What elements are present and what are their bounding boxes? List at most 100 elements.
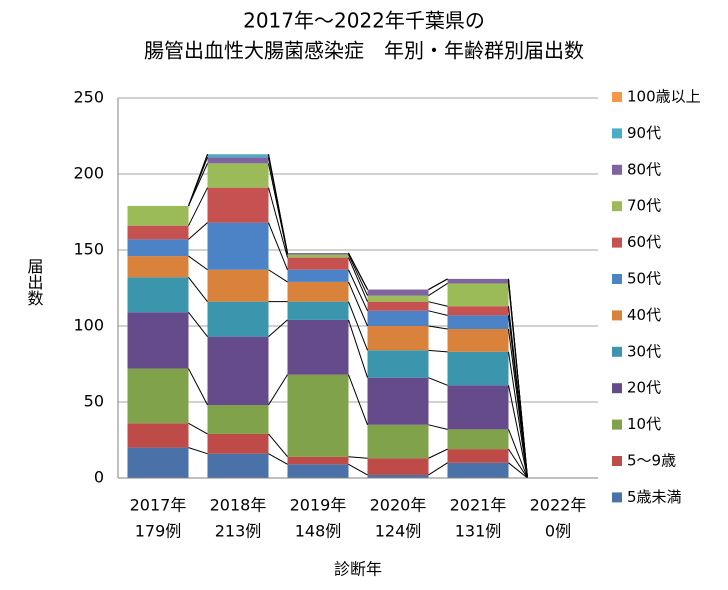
bar-segment [447, 278, 509, 284]
y-tick-label: 250 [73, 88, 104, 107]
bar-segment [447, 462, 509, 478]
legend-swatch [612, 274, 622, 284]
bar-segment [207, 187, 269, 223]
x-tick-label: 213例 [215, 522, 262, 541]
legend-swatch [612, 383, 622, 394]
series-line [428, 278, 448, 290]
bar-segment [367, 289, 429, 296]
series-line [268, 269, 288, 283]
y-tick-label: 200 [73, 164, 104, 183]
bar-segment [367, 295, 429, 302]
bar-segment [367, 458, 429, 475]
series-line [188, 312, 208, 337]
legend-swatch [612, 456, 622, 466]
chart-title: 腸管出血性大腸菌感染症 年別・年齢群別届出数 [144, 39, 584, 63]
y-tick-label: 150 [73, 240, 104, 259]
legend-label: 60代 [627, 233, 661, 251]
legend-label: 5～9歳 [627, 452, 676, 470]
bar-segment [287, 374, 349, 457]
bar-segment [447, 283, 509, 307]
legend-label: 80代 [627, 160, 661, 178]
legend-label: 40代 [627, 306, 661, 324]
series-line [188, 154, 208, 207]
series-line [268, 222, 288, 270]
bar-segment [207, 163, 269, 188]
series-line [188, 368, 208, 406]
bar-segment [367, 326, 429, 351]
series-line [428, 462, 448, 476]
series-line [268, 433, 288, 458]
series-line [428, 377, 448, 386]
bar-segment [367, 310, 429, 326]
series-line [268, 374, 288, 406]
bar-segment [447, 351, 509, 386]
series-line [508, 278, 528, 479]
x-tick-label: 131例 [455, 522, 502, 541]
y-tick-label: 0 [94, 468, 104, 487]
series-line [508, 429, 528, 479]
bar-segment [367, 474, 429, 478]
bar-segment [127, 256, 189, 278]
bar-segment [287, 319, 349, 375]
y-axis-label: 届出数 [25, 258, 44, 306]
legend-label: 90代 [627, 124, 661, 142]
series-line [508, 462, 528, 479]
series-line [268, 319, 288, 338]
legend-swatch [612, 237, 622, 248]
series-line [348, 319, 368, 378]
bar-segment [207, 336, 269, 406]
bar-segment [447, 315, 509, 330]
bar-segment [127, 239, 189, 257]
bar-segment [287, 257, 349, 270]
bar-segment [207, 405, 269, 434]
bar-segment [367, 424, 429, 459]
legend-label: 10代 [627, 415, 661, 433]
series-line [428, 283, 448, 297]
series-line [348, 301, 368, 351]
x-tick-label: 124例 [375, 522, 422, 541]
series-line [428, 301, 448, 307]
legend-label: 50代 [627, 270, 661, 288]
legend-swatch [612, 346, 622, 357]
bar-segment [287, 456, 349, 465]
legend-swatch [612, 201, 622, 212]
series-line [348, 456, 368, 459]
legend-label: 20代 [627, 379, 661, 397]
legend-swatch [612, 310, 622, 321]
bar-segment [287, 301, 349, 320]
x-tick-label: 2019年 [290, 496, 347, 515]
series-line [428, 325, 448, 330]
bar-segment [367, 301, 429, 311]
bar-segment [207, 222, 269, 270]
legend-label: 70代 [627, 197, 661, 215]
series-line [188, 222, 208, 240]
bar-segment [207, 269, 269, 302]
series-line [348, 254, 368, 296]
legend-label: 5歳未満 [627, 488, 682, 506]
bar-segment [207, 301, 269, 337]
bar-segment [127, 312, 189, 369]
series-line [348, 281, 368, 327]
legend-swatch [612, 128, 622, 139]
chart-title: 2017年～2022年千葉県の [243, 9, 485, 33]
bar-segment [127, 447, 189, 478]
series-line [428, 310, 448, 316]
y-tick-label: 100 [73, 316, 104, 335]
series-line [348, 463, 368, 476]
bar-segment [447, 449, 509, 463]
series-line [348, 252, 368, 290]
bar-segment [447, 306, 509, 316]
bar-segment [287, 281, 349, 302]
series-line [428, 448, 448, 459]
series-line [188, 187, 208, 226]
series-line [188, 255, 208, 271]
series-line [268, 154, 288, 254]
bar-segment [367, 377, 429, 425]
bar-segment [287, 269, 349, 282]
series-line [188, 447, 208, 455]
series-line [188, 422, 208, 435]
x-tick-label: 2018年 [210, 496, 267, 515]
x-tick-label: 179例 [135, 522, 182, 541]
bar-segment [447, 329, 509, 352]
